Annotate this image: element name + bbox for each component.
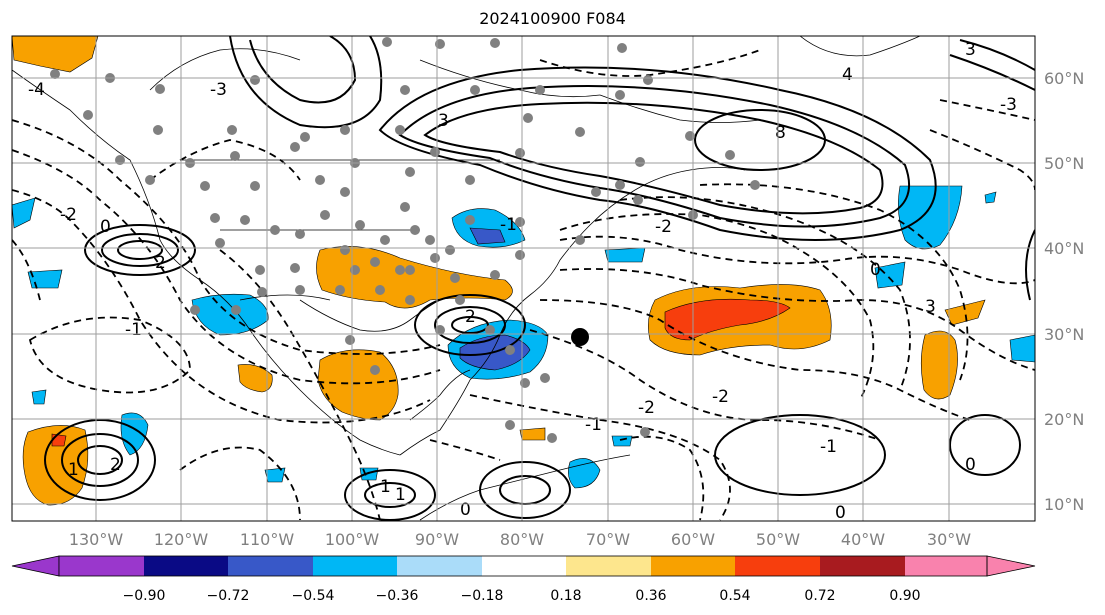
contour-label: 2 bbox=[110, 455, 121, 475]
orange-field-eastpac bbox=[22, 425, 89, 506]
lat-tick-label: 30°N bbox=[1044, 325, 1084, 344]
colorbar-tick-label: 0.90 bbox=[889, 588, 920, 604]
contour-label: -2 bbox=[638, 398, 655, 418]
contour-label: -1 bbox=[125, 320, 142, 340]
blue-field-e3 bbox=[31, 389, 47, 405]
lon-tick-label: 40°W bbox=[841, 530, 885, 549]
orange-field-alaska bbox=[12, 36, 99, 73]
lon-tick-label: 60°W bbox=[671, 530, 715, 549]
colorbar-tick-label: −0.36 bbox=[376, 588, 419, 604]
colorbar: −0.90 −0.72 −0.54 −0.36 −0.18 0.18 0.36 … bbox=[11, 555, 1036, 604]
contour-labels: 0 -1 -2 -3 -4 1 2 3 4 8 -2 -1 0 1 -2 0 2… bbox=[28, 40, 1017, 523]
lat-tick-label: 40°N bbox=[1044, 239, 1084, 258]
colorbar-segment bbox=[228, 556, 313, 576]
contour-label: -1 bbox=[500, 215, 517, 235]
blue-field-midatl bbox=[898, 185, 963, 250]
orange-field-azores bbox=[920, 330, 958, 400]
colorbar-tick-label: −0.18 bbox=[461, 588, 504, 604]
map-title: 2024100900 F084 bbox=[479, 9, 626, 28]
contour-label: 4 bbox=[842, 65, 853, 85]
colorbar-extend-high bbox=[986, 555, 1036, 577]
orange-field-ne bbox=[944, 299, 986, 326]
lon-tick-label: 30°W bbox=[927, 530, 971, 549]
blue-field-e1 bbox=[1009, 334, 1035, 363]
lon-tick-label: 80°W bbox=[500, 530, 544, 549]
colorbar-segment bbox=[905, 556, 987, 576]
contour-label: 2 bbox=[465, 307, 476, 327]
blue-field-e4 bbox=[611, 435, 633, 447]
colorbar-segment bbox=[144, 556, 228, 576]
contour-label: 0 bbox=[460, 500, 471, 520]
colorbar-tick-label: −0.90 bbox=[123, 588, 166, 604]
contour-label: 8 bbox=[775, 123, 786, 143]
colorbar-segment bbox=[735, 556, 820, 576]
colorbar-segment bbox=[313, 556, 397, 576]
contour-label: 1 bbox=[395, 485, 406, 505]
colorbar-segment bbox=[482, 556, 566, 576]
colorbar-tick-label: 0.54 bbox=[719, 588, 750, 604]
contour-label: -2 bbox=[655, 217, 672, 237]
orange-field-caribbean bbox=[519, 427, 546, 441]
contour-label: 2 bbox=[155, 253, 166, 273]
contour-label: 0 bbox=[835, 503, 846, 523]
contour-label: 3 bbox=[965, 40, 976, 60]
contour-label: 1 bbox=[68, 460, 79, 480]
lon-tick-label: 110°W bbox=[240, 530, 295, 549]
blue-field-mid bbox=[874, 261, 906, 289]
blue-field-pac2 bbox=[120, 412, 149, 456]
contour-label: 3 bbox=[925, 297, 936, 317]
contour-label: -2 bbox=[712, 387, 729, 407]
contour-label: 1 bbox=[380, 477, 391, 497]
lon-tick-label: 70°W bbox=[586, 530, 630, 549]
lat-tick-label: 50°N bbox=[1044, 154, 1084, 173]
colorbar-tick-label: −0.54 bbox=[292, 588, 335, 604]
blue-field-e2 bbox=[984, 191, 997, 204]
contour-label: 0 bbox=[100, 217, 111, 237]
colorbar-tick-label: 0.72 bbox=[804, 588, 835, 604]
red-field-atlantic bbox=[664, 298, 791, 341]
lat-tick-label: 60°N bbox=[1044, 69, 1084, 88]
blue-field-pac3 bbox=[264, 467, 286, 483]
lat-tick-label: 10°N bbox=[1044, 495, 1084, 514]
contour-label: 0 bbox=[965, 455, 976, 475]
map-frame bbox=[11, 35, 1036, 522]
lat-tick-label: 20°N bbox=[1044, 410, 1084, 429]
gridlines bbox=[12, 36, 1035, 521]
darkblue-field-greatlakes bbox=[469, 227, 506, 245]
colorbar-segment bbox=[820, 556, 905, 576]
contour-label: -3 bbox=[210, 80, 227, 100]
colorbar-tick-label: 0.36 bbox=[635, 588, 666, 604]
red-field-eastpac bbox=[51, 433, 67, 447]
blue-field-car bbox=[604, 247, 646, 263]
position-marker bbox=[571, 328, 589, 346]
lon-tick-label: 120°W bbox=[154, 530, 209, 549]
blue-field-pac1 bbox=[27, 269, 63, 289]
contour-label: -4 bbox=[28, 80, 45, 100]
contour-label: -1 bbox=[585, 415, 602, 435]
orange-field-gulf bbox=[316, 246, 513, 309]
colorbar-segment bbox=[397, 556, 482, 576]
dashed-contours bbox=[12, 49, 1035, 521]
lon-tick-label: 90°W bbox=[415, 530, 459, 549]
lon-tick-label: 50°W bbox=[756, 530, 800, 549]
contour-label: 3 bbox=[438, 111, 449, 131]
lon-tick-label: 130°W bbox=[69, 530, 124, 549]
colorbar-segment bbox=[651, 556, 735, 576]
blue-field-west bbox=[12, 197, 36, 229]
contour-label: -3 bbox=[1000, 95, 1017, 115]
colorbar-tick-label: 0.18 bbox=[550, 588, 581, 604]
longitude-labels: 130°W 120°W 110°W 100°W 90°W 80°W 70°W 6… bbox=[69, 530, 971, 549]
colorbar-segment bbox=[566, 556, 651, 576]
lon-tick-label: 100°W bbox=[325, 530, 380, 549]
contour-label: -1 bbox=[820, 437, 837, 457]
latitude-labels: 60°N 50°N 40°N 30°N 20°N 10°N bbox=[1044, 69, 1084, 514]
colorbar-tick-label: −0.72 bbox=[207, 588, 250, 604]
colorbar-segment bbox=[59, 556, 144, 576]
contour-label: -2 bbox=[60, 205, 77, 225]
contour-label: 0 bbox=[870, 260, 881, 280]
colorbar-extend-low bbox=[11, 555, 60, 577]
orange-field-cabo bbox=[237, 364, 273, 393]
